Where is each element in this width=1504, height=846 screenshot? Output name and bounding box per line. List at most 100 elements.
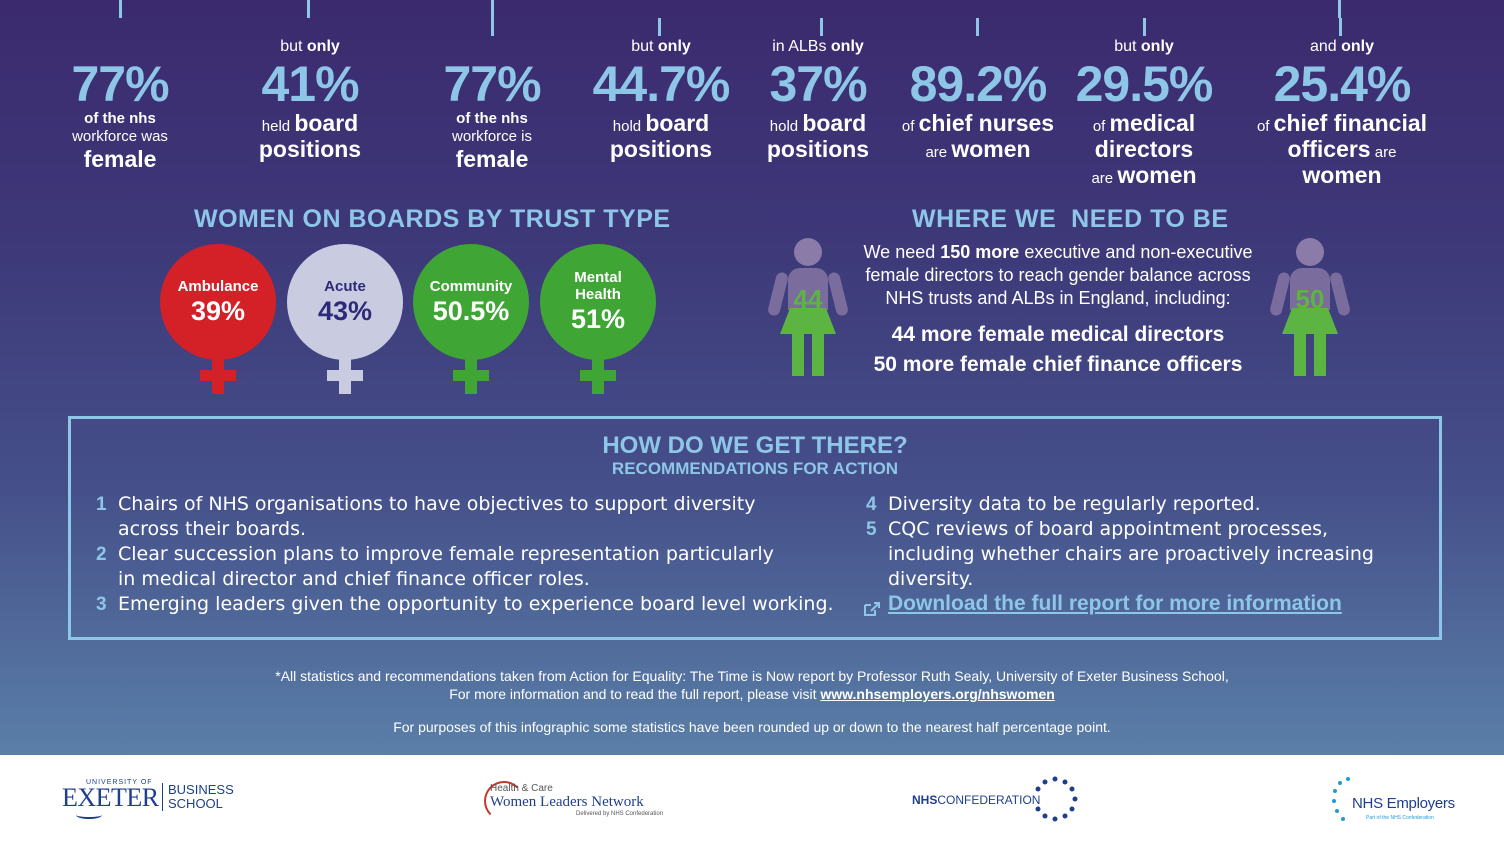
rec-text: in medical director and chief finance of… bbox=[118, 568, 590, 590]
wln-title: Women Leaders Network bbox=[490, 794, 644, 810]
stat-2020-albs: in ALBs only 37% hold board positions bbox=[748, 38, 888, 162]
download-report-link[interactable]: Download the full report for more inform… bbox=[888, 592, 1342, 615]
exeter-small-text: UNIVERSITY OF bbox=[86, 779, 153, 786]
figure-skirt bbox=[1282, 308, 1338, 334]
rec-text: Clear succession plans to improve female… bbox=[118, 543, 774, 565]
trust-label: Community bbox=[429, 277, 513, 295]
recommendation-3: 3 Emerging leaders given the opportunity… bbox=[96, 592, 834, 617]
need-text: female directors to reach gender balance… bbox=[865, 265, 1251, 285]
exeter-text: EXETER bbox=[62, 783, 159, 812]
exeter-logo[interactable]: UNIVERSITY OF EXETER BUSINESS SCHOOL bbox=[62, 779, 242, 823]
external-link-icon[interactable] bbox=[862, 600, 882, 618]
stat-text: of bbox=[1256, 118, 1270, 135]
stat-2017-workforce: 77% of the nhs workforce was female bbox=[40, 38, 200, 172]
rec-number: 2 bbox=[96, 544, 107, 565]
figure-number: 44 bbox=[793, 284, 823, 314]
nhs-employers-logo[interactable]: NHS Employers Part of the NHS Confederat… bbox=[1330, 775, 1470, 829]
need-text-bold: 150 more bbox=[940, 242, 1020, 262]
stat-text: directors bbox=[1094, 136, 1194, 162]
more-info-line: For more information and to read the ful… bbox=[0, 686, 1504, 702]
stat-text: female bbox=[455, 146, 529, 172]
stat-text: of bbox=[901, 118, 915, 135]
female-figure-left: 44 bbox=[766, 238, 850, 378]
recommendation-5: 5 CQC reviews of board appointment proce… bbox=[866, 517, 1374, 592]
stat-pre: but bbox=[1114, 38, 1141, 55]
venus-circle: Acute 43% bbox=[287, 244, 403, 360]
venus-bar bbox=[580, 370, 616, 381]
nhs-confederation-logo[interactable]: NHSCONFEDERATION bbox=[912, 775, 1092, 825]
bracket-2020 bbox=[491, 0, 1341, 18]
stat-text: held bbox=[261, 118, 291, 135]
need-paragraph: We need 150 more executive and non-execu… bbox=[838, 241, 1278, 310]
need-line-finance: 50 more female chief finance officers bbox=[873, 353, 1243, 376]
need-title: WHERE WE NEED TO BE bbox=[912, 205, 1229, 233]
rec-number: 4 bbox=[866, 494, 877, 515]
stat-text: are bbox=[925, 144, 948, 161]
source-note: *All statistics and recommendations take… bbox=[275, 668, 1229, 684]
school-text: SCHOOL bbox=[168, 796, 223, 811]
stat-text: women bbox=[951, 136, 1031, 162]
stat-text: board bbox=[802, 110, 867, 136]
stat-pre-bold: only bbox=[657, 38, 691, 55]
recommendations-subtitle: RECOMMENDATIONS FOR ACTION bbox=[611, 459, 899, 478]
figure-head bbox=[1296, 238, 1324, 266]
women-leaders-logo[interactable]: Health & Care Women Leaders Network Deli… bbox=[484, 777, 684, 827]
business-text: BUSINESS bbox=[168, 782, 234, 797]
stat-text: women bbox=[1302, 162, 1382, 188]
stat-value: 41% bbox=[261, 56, 359, 112]
confed-text: NHSCONFEDERATION bbox=[912, 793, 1040, 807]
stat-text: of bbox=[1092, 118, 1106, 135]
more-info-text: For more information and to read the ful… bbox=[449, 686, 821, 702]
stat-pre: but bbox=[631, 38, 658, 55]
recommendations-title: HOW DO WE GET THERE? bbox=[602, 432, 908, 459]
stat-text: positions bbox=[258, 136, 362, 162]
stat-text: positions bbox=[766, 136, 870, 162]
venus-community: Community 50.5% bbox=[413, 244, 529, 394]
stat-2020-workforce: 77% of the nhs workforce is female bbox=[412, 38, 572, 172]
venus-acute: Acute 43% bbox=[287, 244, 403, 394]
stat-text: board bbox=[294, 110, 359, 136]
figure-torso bbox=[1290, 268, 1330, 310]
stat-2020-nurses: 89.2% of chief nurses are women bbox=[888, 38, 1068, 162]
stat-text: positions bbox=[609, 136, 713, 162]
stat-value: 37% bbox=[769, 56, 867, 112]
stat-pre: but bbox=[280, 38, 307, 55]
trust-pct: 50.5% bbox=[432, 295, 510, 326]
stat-pre: and bbox=[1309, 38, 1342, 55]
stat-text: chief financial bbox=[1273, 110, 1428, 136]
stat-value: 77% bbox=[443, 56, 541, 112]
rec-number: 1 bbox=[96, 494, 107, 515]
recommendation-2: 2 Clear succession plans to improve fema… bbox=[96, 542, 774, 592]
stat-value: 29.5% bbox=[1075, 56, 1214, 112]
venus-bar bbox=[200, 370, 236, 381]
need-text: executive and non-executive bbox=[1019, 242, 1253, 262]
figure-torso bbox=[788, 268, 828, 310]
venus-bar bbox=[453, 370, 489, 381]
trust-pct: 39% bbox=[190, 295, 246, 326]
bracket-tick bbox=[491, 18, 494, 36]
stat-text: are bbox=[1374, 144, 1397, 161]
trust-label: Acute bbox=[324, 277, 366, 295]
figure-leg bbox=[1314, 332, 1326, 376]
stat-2020-board: but only 44.7% hold board positions bbox=[572, 38, 750, 162]
exeter-swoosh bbox=[76, 811, 102, 819]
trust-pct: 43% bbox=[317, 295, 373, 326]
rec-text: Chairs of NHS organisations to have obje… bbox=[118, 493, 756, 515]
stat-text: medical bbox=[1109, 110, 1196, 136]
bracket-tick bbox=[1143, 18, 1146, 36]
stat-text: workforce was bbox=[72, 128, 168, 145]
female-figure-right: 50 bbox=[1268, 238, 1352, 378]
venus-ambulance: Ambulance 39% bbox=[160, 244, 276, 394]
stat-pre-bold: only bbox=[830, 38, 864, 55]
stat-text: chief nurses bbox=[918, 110, 1055, 136]
logo-bar: UNIVERSITY OF EXETER BUSINESS SCHOOL Hea… bbox=[0, 755, 1504, 846]
figure-leg bbox=[812, 332, 824, 376]
stat-text: workforce is bbox=[451, 128, 533, 145]
bracket-2017 bbox=[119, 0, 310, 18]
confed-word: CONFEDERATION bbox=[937, 793, 1041, 807]
employers-text: NHS Employers bbox=[1352, 795, 1455, 812]
stat-value: 25.4% bbox=[1273, 56, 1412, 112]
need-text: We need bbox=[863, 242, 941, 262]
nhs-women-link[interactable]: www.nhsemployers.org/nhswomen bbox=[820, 686, 1055, 702]
venus-circle: Community 50.5% bbox=[413, 244, 529, 360]
